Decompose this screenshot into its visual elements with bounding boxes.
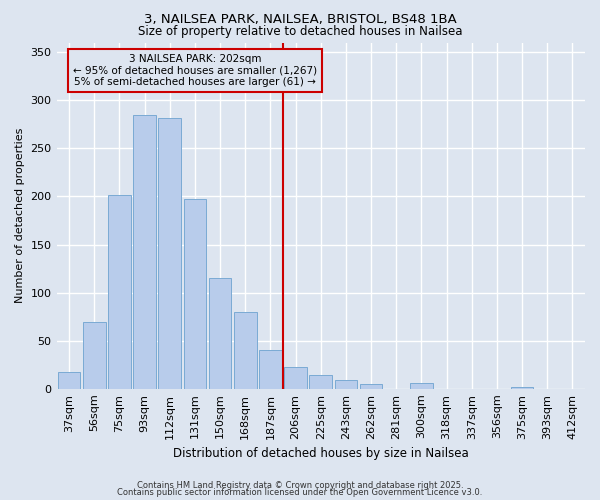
Bar [158, 118, 181, 389]
Bar [410, 383, 433, 389]
Bar [511, 387, 533, 389]
Text: 3 NAILSEA PARK: 202sqm
← 95% of detached houses are smaller (1,267)
5% of semi-d: 3 NAILSEA PARK: 202sqm ← 95% of detached… [73, 54, 317, 87]
Bar [108, 196, 131, 389]
Bar [310, 376, 332, 389]
Bar [209, 278, 232, 389]
Text: 3, NAILSEA PARK, NAILSEA, BRISTOL, BS48 1BA: 3, NAILSEA PARK, NAILSEA, BRISTOL, BS48 … [143, 12, 457, 26]
Bar [184, 200, 206, 389]
Bar [133, 114, 156, 389]
Bar [234, 312, 257, 389]
Y-axis label: Number of detached properties: Number of detached properties [15, 128, 25, 304]
X-axis label: Distribution of detached houses by size in Nailsea: Distribution of detached houses by size … [173, 447, 469, 460]
Bar [83, 322, 106, 389]
Bar [58, 372, 80, 389]
Text: Contains HM Land Registry data © Crown copyright and database right 2025.: Contains HM Land Registry data © Crown c… [137, 480, 463, 490]
Text: Size of property relative to detached houses in Nailsea: Size of property relative to detached ho… [138, 25, 462, 38]
Text: Contains public sector information licensed under the Open Government Licence v3: Contains public sector information licen… [118, 488, 482, 497]
Bar [284, 366, 307, 389]
Bar [335, 380, 357, 389]
Bar [259, 350, 282, 389]
Bar [360, 384, 382, 389]
